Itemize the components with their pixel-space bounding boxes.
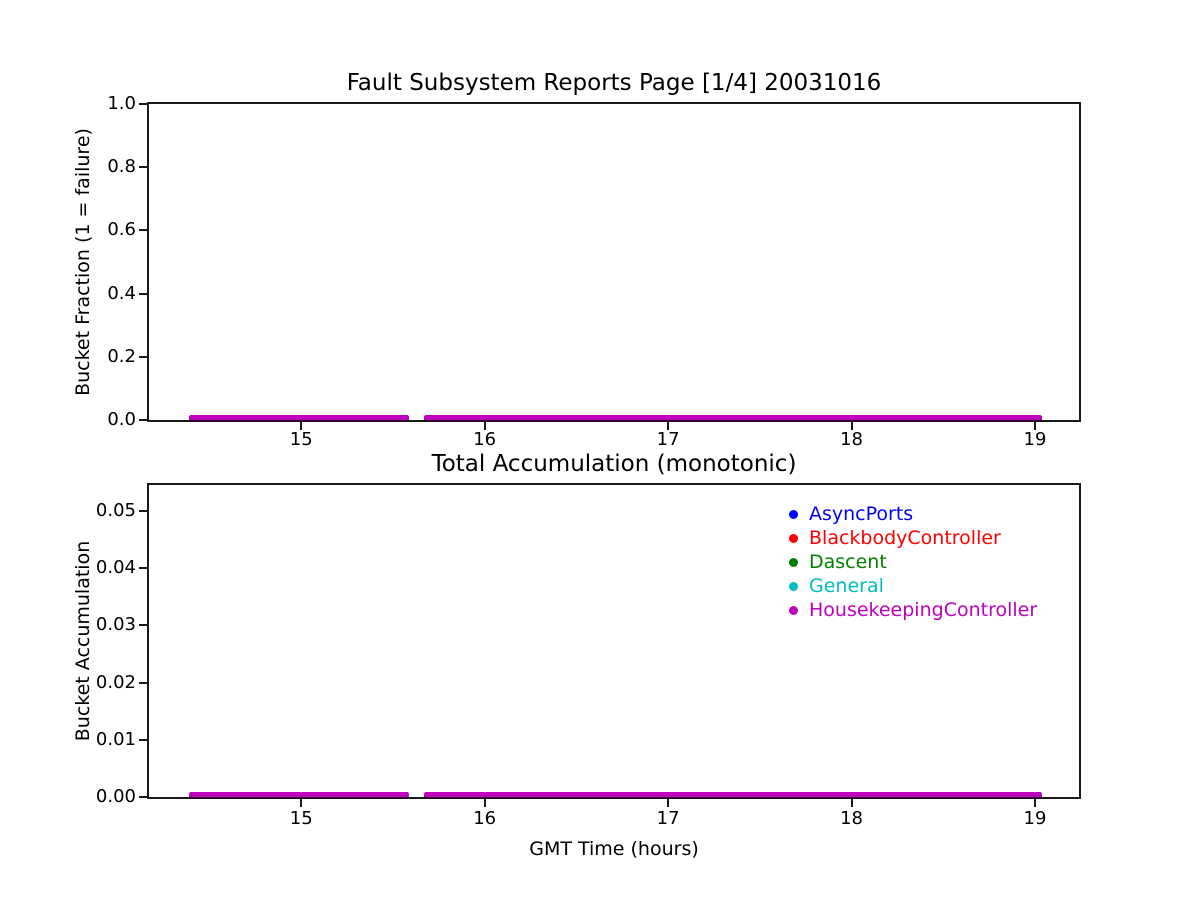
x-tick-mark <box>483 422 486 430</box>
x-tick-label: 19 <box>1023 808 1047 829</box>
x-tick-mark <box>1033 799 1036 807</box>
y-tick-label: 0.6 <box>107 219 136 241</box>
y-tick-label: 0.04 <box>95 557 136 578</box>
x-tick-label: 19 <box>1023 429 1047 450</box>
series-overlap-edge <box>424 418 1043 422</box>
y-tick-label: 0.8 <box>107 156 136 178</box>
legend-marker-dot <box>789 605 798 615</box>
y-tick-label: 0.03 <box>95 614 136 636</box>
legend-marker-dot <box>789 557 798 567</box>
x-tick-label: 16 <box>473 808 497 829</box>
y-tick-mark <box>139 103 147 105</box>
y-tick-mark <box>139 229 147 232</box>
bottom-plot-ylabel: Bucket Accumulation <box>72 540 94 742</box>
y-tick-label: 0.05 <box>95 499 136 521</box>
y-tick-mark <box>139 419 147 421</box>
x-tick-label: 18 <box>840 429 863 450</box>
y-tick-label: 0.0 <box>107 409 136 430</box>
legend-marker-dot <box>789 533 798 543</box>
x-tick-label: 16 <box>473 429 497 450</box>
legend-label: HousekeepingController <box>809 599 1038 621</box>
x-tick-label: 15 <box>289 429 313 450</box>
series-overlap-edge <box>189 795 410 799</box>
x-tick-mark <box>850 422 853 430</box>
series-overlap-edge <box>424 795 1043 799</box>
y-tick-label: 0.00 <box>95 786 136 807</box>
x-tick-mark <box>850 799 853 807</box>
legend-label: BlackbodyController <box>809 527 1001 549</box>
x-axis-label: GMT Time (hours) <box>529 838 699 860</box>
bottom-plot-title: Total Accumulation (monotonic) <box>431 451 797 477</box>
x-tick-label: 17 <box>656 429 680 450</box>
top-plot-area <box>147 102 1081 422</box>
legend-label: AsyncPorts <box>809 503 914 525</box>
y-tick-mark <box>139 355 147 358</box>
legend-label: Dascent <box>809 551 887 573</box>
y-tick-mark <box>139 624 147 627</box>
legend-entry: BlackbodyController <box>789 526 1001 550</box>
series-line-HousekeepingController <box>189 792 410 797</box>
y-tick-mark <box>139 509 147 512</box>
x-tick-mark <box>300 799 303 807</box>
series-overlap-edge <box>189 418 410 422</box>
y-tick-mark <box>139 567 147 569</box>
legend-entry: Dascent <box>789 550 887 574</box>
bottom-plot-area <box>147 483 1081 799</box>
y-tick-mark <box>139 681 147 684</box>
top-plot-title: Fault Subsystem Reports Page [1/4] 20031… <box>346 70 882 96</box>
x-tick-label: 17 <box>656 808 680 829</box>
y-tick-label: 0.02 <box>95 671 136 693</box>
legend-entry: HousekeepingController <box>789 598 1037 622</box>
top-plot-ylabel: Bucket Fraction (1 = failure) <box>72 128 94 396</box>
x-tick-label: 15 <box>289 808 313 829</box>
x-tick-mark <box>483 799 486 807</box>
y-tick-label: 0.01 <box>95 728 136 750</box>
series-line-HousekeepingController <box>189 415 410 420</box>
series-line-HousekeepingController <box>424 792 1043 797</box>
x-tick-label: 18 <box>840 808 863 829</box>
y-tick-mark <box>139 796 147 798</box>
legend-marker-dot <box>789 509 798 519</box>
legend-entry: General <box>789 574 884 598</box>
y-tick-label: 0.4 <box>107 282 136 304</box>
y-tick-mark <box>139 738 147 741</box>
legend-label: General <box>809 575 884 597</box>
legend-marker-dot <box>789 581 798 591</box>
x-tick-mark <box>1033 422 1036 430</box>
x-tick-mark <box>300 422 303 430</box>
legend-entry: AsyncPorts <box>789 502 913 526</box>
y-tick-mark <box>139 166 147 169</box>
y-tick-label: 0.2 <box>107 345 136 367</box>
series-line-HousekeepingController <box>424 415 1043 420</box>
y-tick-label: 1.0 <box>107 93 136 114</box>
y-tick-mark <box>139 292 147 295</box>
x-tick-mark <box>667 422 670 430</box>
x-tick-mark <box>667 799 670 807</box>
